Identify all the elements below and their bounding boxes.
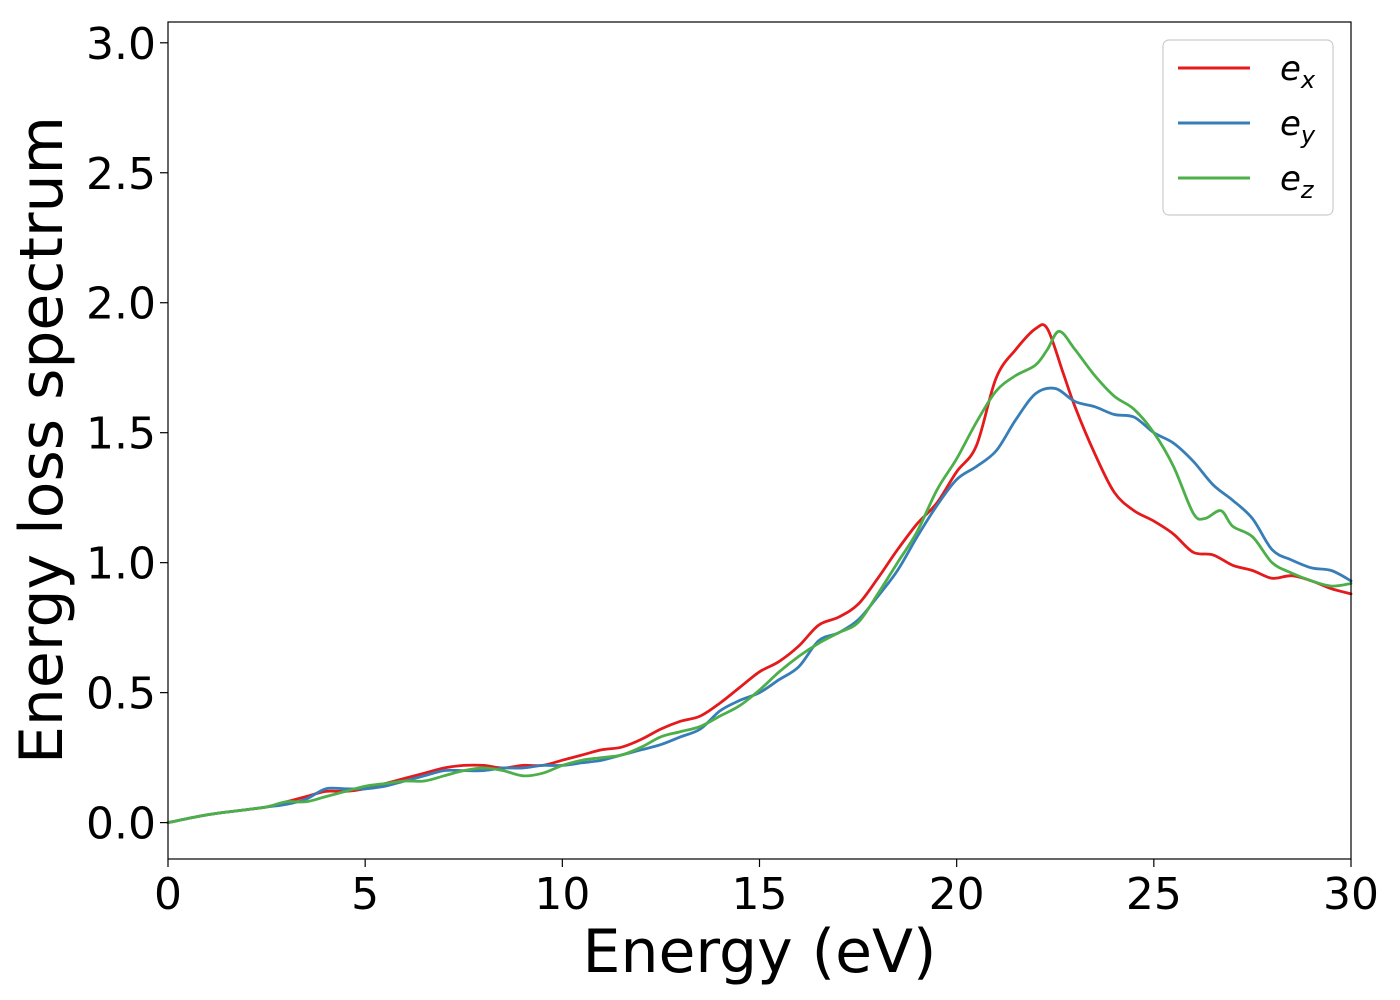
x-tick-label: 10 (534, 869, 590, 920)
y-tick-label: 1.0 (86, 539, 156, 590)
y-tick-label: 2.0 (86, 279, 156, 330)
y-tick-label: 3.0 (86, 19, 156, 70)
x-tick-label: 15 (732, 869, 788, 920)
y-axis: 0.0 0.5 1.0 1.5 2.0 2.5 3.0 (86, 19, 168, 850)
series-line-ez (166, 329, 1353, 824)
series-line-ex (166, 323, 1353, 824)
series-layer (166, 323, 1353, 824)
legend-box (1162, 39, 1334, 216)
x-tick-label: 20 (929, 869, 985, 920)
x-tick-label: 5 (351, 869, 379, 920)
x-axis-title: Energy (eV) (583, 917, 937, 987)
y-tick-label: 0.5 (86, 669, 156, 720)
y-tick-label: 2.5 (86, 149, 156, 200)
x-tick-label: 0 (154, 869, 182, 920)
y-axis-title: Energy loss spectrum (7, 116, 77, 764)
x-tick-label: 30 (1323, 869, 1379, 920)
x-axis: 0 5 10 15 20 25 30 (154, 859, 1379, 920)
y-tick-label: 0.0 (86, 799, 156, 850)
y-tick-label: 1.5 (86, 409, 156, 460)
x-tick-label: 25 (1126, 869, 1182, 920)
